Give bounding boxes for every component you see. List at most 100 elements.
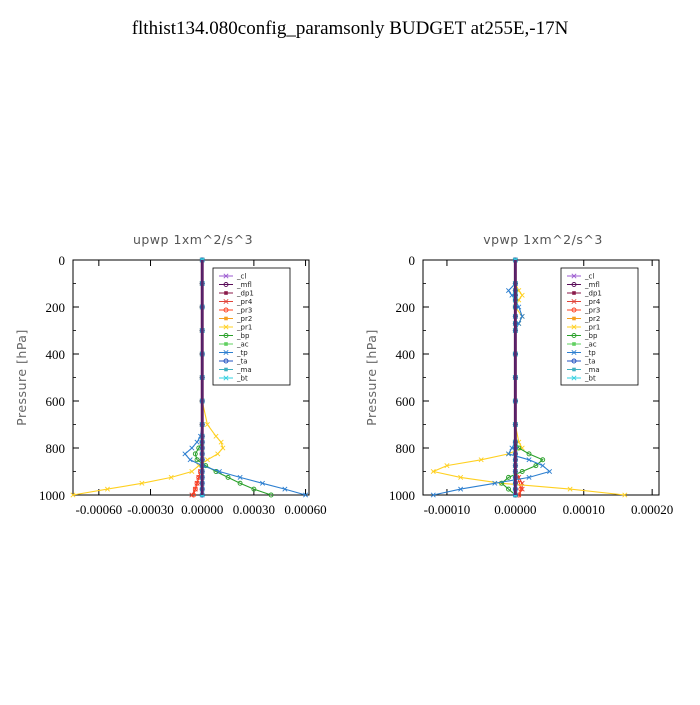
legend-label: _pr4: [236, 298, 253, 306]
data-point: [506, 486, 511, 492]
legend-item: _pr2: [567, 315, 600, 323]
data-point: [499, 480, 505, 486]
legend-label: _dp1: [236, 290, 254, 298]
y-tick-label: 600: [396, 394, 416, 409]
series-tp: [430, 257, 553, 498]
x-tick-label: -0.00010: [424, 502, 471, 517]
legend-label: _pr4: [584, 298, 601, 306]
legend-label: _bp: [584, 332, 598, 340]
legend-item: _ta: [567, 358, 596, 366]
legend-item: _tp: [567, 349, 596, 357]
legend-label: _ta: [584, 358, 596, 366]
legend-label: _bt: [236, 375, 248, 383]
x-tick-label: 0.00010: [563, 502, 605, 517]
legend-marker: [224, 316, 228, 321]
legend-marker: [571, 358, 577, 364]
y-axis-label: Pressure [hPa]: [14, 329, 29, 426]
x-tick-label: -0.00030: [127, 502, 174, 517]
data-point: [519, 469, 525, 474]
data-point: [251, 486, 257, 492]
data-point: [225, 474, 231, 480]
data-point: [268, 492, 274, 498]
legend-marker: [223, 333, 229, 338]
legend-item: _cl: [567, 273, 594, 281]
data-point: [194, 457, 200, 463]
legend-item: _ma: [219, 366, 252, 374]
legend-item: _dp1: [219, 290, 254, 298]
data-point: [506, 474, 511, 480]
legend-marker: [223, 358, 229, 364]
y-tick-label: 1000: [39, 488, 65, 503]
legend-label: _pr3: [584, 307, 600, 315]
y-tick-label: 800: [396, 441, 416, 456]
legend-label: _ma: [236, 366, 252, 374]
legend-label: _mfl: [236, 281, 252, 289]
y-tick-label: 600: [46, 394, 66, 409]
data-point: [518, 486, 524, 492]
panel-title: vpwp 1xm^2/s^3: [483, 232, 603, 247]
legend-marker: [571, 282, 577, 287]
legend-label: _bt: [584, 375, 596, 383]
legend-marker: [572, 291, 576, 295]
plot-panel-1: upwp 1xm^2/s^3 Pressure [hPa] 0 200 400 600 80…: [14, 232, 327, 517]
legend-item: _pr1: [219, 324, 252, 332]
y-tick-label: 0: [59, 253, 66, 268]
data-point: [237, 480, 243, 486]
data-point: [526, 451, 532, 457]
legend-label: _pr3: [236, 307, 252, 315]
data-point: [192, 451, 198, 457]
legend-label: _mfl: [584, 281, 600, 289]
plot-panel-2: vpwp 1xm^2/s^3 Pressure [hPa] 0 200 400 600 80…: [364, 232, 673, 517]
legend-item: _bt: [219, 375, 248, 383]
y-tick-label: 800: [46, 441, 66, 456]
legend-label: _ac: [584, 341, 597, 349]
y-tick-label: 0: [409, 253, 416, 268]
legend-marker: [223, 307, 229, 313]
legend-label: _tp: [236, 349, 248, 357]
legend-label: _ac: [236, 341, 249, 349]
panel-title: upwp 1xm^2/s^3: [133, 232, 253, 247]
legend-marker: [572, 342, 576, 346]
legend-item: _bp: [567, 332, 598, 340]
legend-marker: [572, 316, 576, 321]
data-point: [191, 492, 197, 498]
legend-label: _cl: [236, 273, 246, 281]
data-point: [194, 480, 200, 486]
legend-item: _pr4: [567, 298, 601, 306]
legend-item: _mfl: [567, 281, 600, 289]
x-tick-label: 0.00000: [494, 502, 536, 517]
legend-item: _tp: [219, 349, 248, 357]
legend-label: _pr1: [584, 324, 600, 332]
legend-item: _pr3: [219, 307, 252, 315]
legend-label: _dp1: [584, 290, 602, 298]
y-tick-label: 400: [46, 347, 66, 362]
legend-marker: [224, 342, 228, 346]
legend-item: _ac: [567, 341, 597, 349]
legend-marker: [572, 367, 576, 372]
x-tick-label: 0.00030: [233, 502, 275, 517]
legend-label: _ta: [236, 358, 248, 366]
data-point: [192, 486, 198, 492]
legend-label: _pr2: [584, 315, 600, 323]
data-point: [540, 457, 546, 463]
legend-item: _pr2: [219, 315, 252, 323]
series-bp: [499, 257, 546, 498]
legend-marker: [224, 367, 228, 372]
chart-title: flthist134.080config_paramsonly BUDGET a…: [131, 18, 569, 39]
legend-item: _mfl: [219, 281, 252, 289]
legend-item: _pr1: [567, 324, 600, 332]
x-tick-label: 0.00000: [181, 502, 223, 517]
legend-item: _pr4: [219, 298, 253, 306]
series-line: [433, 260, 551, 496]
legend-item: _dp1: [567, 290, 602, 298]
y-axis-label: Pressure [hPa]: [364, 329, 379, 426]
legend: _cl_mfl_dp1_pr4_pr3_pr2_pr1_bp_ac_tp_ta _…: [560, 267, 639, 386]
y-tick-label: 200: [396, 300, 416, 315]
y-tick-label: 1000: [389, 488, 415, 503]
data-point: [533, 463, 539, 469]
legend-item: _ta: [219, 358, 248, 366]
legend-marker: [571, 333, 577, 338]
legend-marker: [571, 307, 577, 313]
legend-label: _tp: [584, 349, 596, 357]
